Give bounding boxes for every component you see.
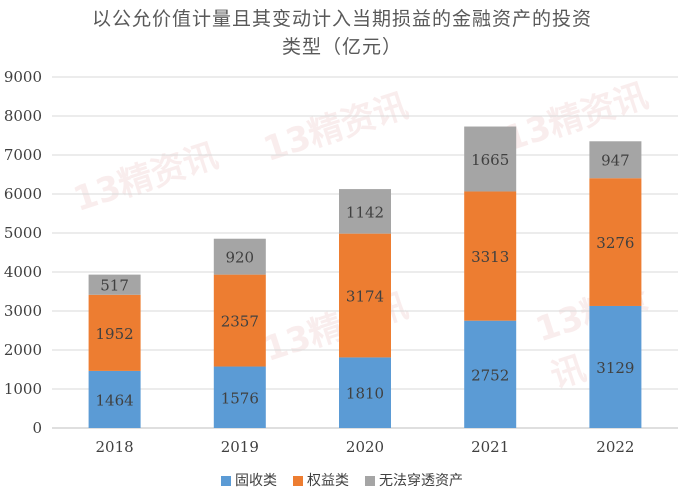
legend-label: 固收类 bbox=[235, 473, 277, 489]
x-tick-label: 2019 bbox=[221, 438, 259, 456]
data-label: 3276 bbox=[596, 234, 634, 252]
data-label: 1464 bbox=[96, 391, 134, 409]
bar-segment bbox=[339, 189, 391, 234]
y-tick-label: 9000 bbox=[4, 68, 42, 86]
legend-label: 无法穿透资产 bbox=[379, 473, 463, 489]
data-label: 3129 bbox=[596, 359, 634, 377]
data-label: 1952 bbox=[96, 325, 134, 343]
bar-segment bbox=[464, 320, 517, 428]
x-tick-label: 2021 bbox=[471, 438, 509, 456]
legend: 固收类 权益类 无法穿透资产 bbox=[0, 470, 684, 490]
data-label: 1810 bbox=[346, 385, 384, 403]
x-tick-label: 2020 bbox=[346, 438, 384, 456]
bar-segment bbox=[88, 370, 141, 428]
y-tick-label: 0 bbox=[32, 419, 42, 437]
bar-segment bbox=[339, 233, 391, 358]
chart-title-line-2: 类型（亿元） bbox=[281, 36, 402, 58]
bar-segment bbox=[213, 366, 266, 428]
legend-item: 固收类 bbox=[221, 470, 277, 490]
y-tick-label: 3000 bbox=[4, 302, 42, 320]
y-tick-label: 8000 bbox=[4, 107, 42, 125]
bar-segment bbox=[589, 141, 642, 179]
y-tick-label: 1000 bbox=[4, 380, 42, 398]
bar-segment bbox=[88, 274, 141, 295]
bar-segment bbox=[213, 238, 266, 275]
legend-label: 权益类 bbox=[307, 473, 349, 489]
bar-segment bbox=[213, 274, 266, 367]
y-tick-label: 5000 bbox=[4, 224, 42, 242]
data-label: 3174 bbox=[346, 288, 384, 306]
legend-swatch bbox=[365, 476, 375, 486]
y-tick-label: 4000 bbox=[4, 263, 42, 281]
data-label: 2357 bbox=[221, 313, 259, 331]
bar-segment bbox=[88, 294, 141, 371]
data-label: 1665 bbox=[471, 151, 509, 169]
legend-item: 无法穿透资产 bbox=[365, 470, 463, 490]
y-tick-label: 6000 bbox=[4, 185, 42, 203]
data-label: 1142 bbox=[346, 203, 384, 221]
chart-title-line-1: 以公允价值计量且其变动计入当期损益的金融资产的投资 bbox=[91, 8, 592, 30]
x-tick-label: 2018 bbox=[96, 438, 134, 456]
data-label: 2752 bbox=[471, 366, 509, 384]
legend-swatch bbox=[221, 476, 231, 486]
data-label: 920 bbox=[225, 249, 254, 267]
legend-item: 权益类 bbox=[293, 470, 349, 490]
legend-swatch bbox=[293, 476, 303, 486]
bar-segment bbox=[589, 178, 642, 306]
bar-segment bbox=[464, 191, 517, 321]
x-tick-label: 2022 bbox=[596, 438, 634, 456]
y-tick-label: 2000 bbox=[4, 341, 42, 359]
data-label: 947 bbox=[601, 152, 630, 170]
y-tick-label: 7000 bbox=[4, 146, 42, 164]
bar-segment bbox=[464, 126, 517, 192]
data-label: 1576 bbox=[221, 389, 259, 407]
bar-segment bbox=[339, 357, 391, 428]
data-label: 517 bbox=[100, 277, 129, 295]
data-label: 3313 bbox=[471, 248, 509, 266]
bar-segment bbox=[589, 305, 642, 428]
